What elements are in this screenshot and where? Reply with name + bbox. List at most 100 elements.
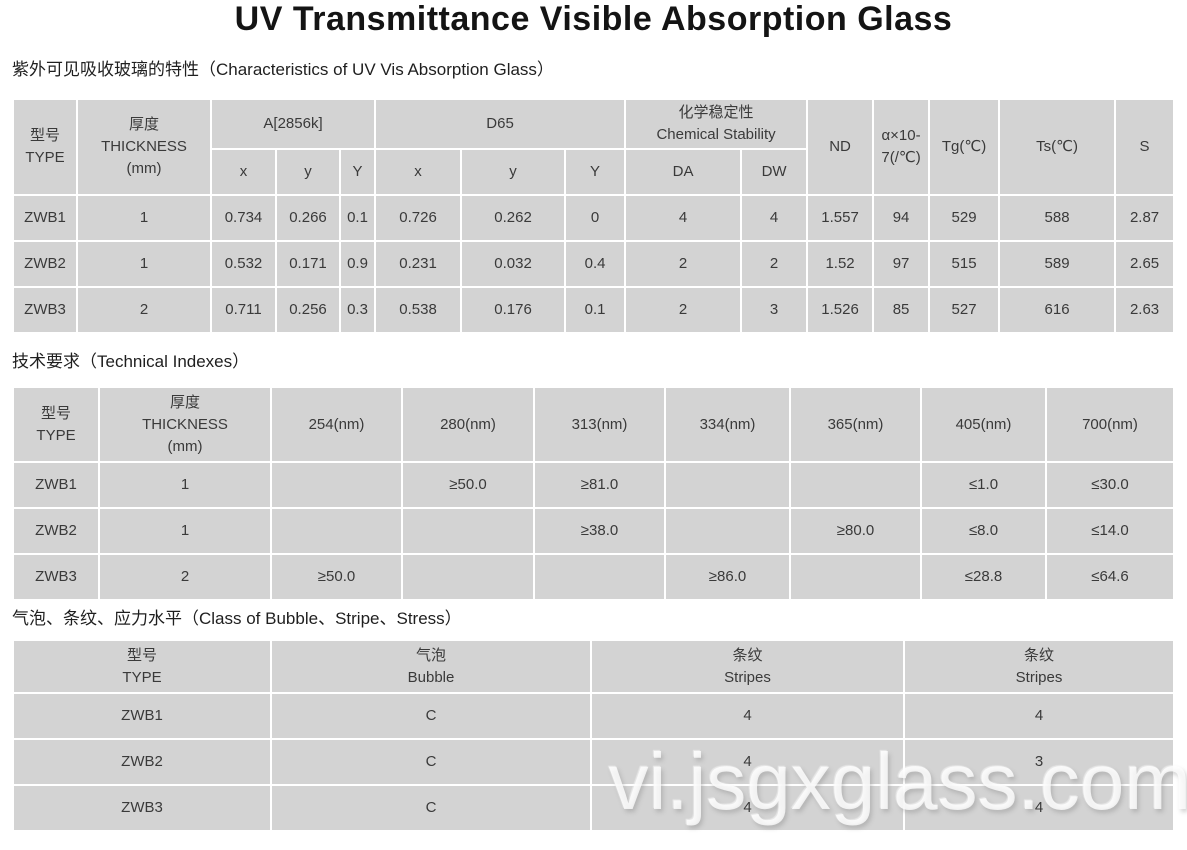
- table-row: ZWB3 C 4 4: [14, 786, 1173, 830]
- table-cell: ZWB2: [14, 740, 270, 784]
- characteristics-table: 型号 TYPE 厚度 THICKNESS (mm) A[2856k] D65 化…: [12, 98, 1176, 334]
- col-header-thickness: 厚度 THICKNESS (mm): [100, 388, 270, 461]
- table-cell: 0: [566, 196, 625, 240]
- table-row: ZWB3 2 0.711 0.256 0.3 0.538 0.176 0.1 2…: [14, 288, 1174, 332]
- page-title: UV Transmittance Visible Absorption Glas…: [234, 0, 953, 38]
- table-cell: 0.1: [341, 196, 375, 240]
- col-header-d65-x: x: [376, 150, 461, 194]
- table-cell: ≤64.6: [1047, 555, 1173, 599]
- col-header-a-y: y: [277, 150, 339, 194]
- col-header-chemical-stability: 化学稳定性 Chemical Stability: [626, 100, 807, 148]
- table-cell: 1: [100, 463, 270, 507]
- table-cell: 588: [1000, 196, 1115, 240]
- table-cell: ZWB2: [14, 509, 98, 553]
- table-cell: ZWB3: [14, 786, 270, 830]
- col-header-tg: Tg(℃): [930, 100, 999, 194]
- table-cell: ZWB1: [14, 463, 98, 507]
- table-cell: [403, 555, 533, 599]
- table-row: ZWB1 1 ≥50.0 ≥81.0 ≤1.0 ≤30.0: [14, 463, 1173, 507]
- table-cell: 1: [100, 509, 270, 553]
- col-header-bubble: 气泡 Bubble: [272, 641, 590, 692]
- table-cell: 0.032: [462, 242, 565, 286]
- col-header-stripes-1: 条纹 Stripes: [592, 641, 903, 692]
- table-header-row: 型号 TYPE 厚度 THICKNESS (mm) A[2856k] D65 化…: [14, 100, 1174, 194]
- table-subheader-row: x y Y x y Y DA DW: [14, 150, 1173, 194]
- table-cell: ≤1.0: [922, 463, 1045, 507]
- table-row: ZWB2 1 0.532 0.171 0.9 0.231 0.032 0.4 2…: [14, 242, 1174, 286]
- table-cell: [666, 509, 789, 553]
- table-row: ZWB1 C 4 4: [14, 694, 1173, 738]
- table-cell: ZWB1: [14, 694, 270, 738]
- table-cell: C: [272, 694, 590, 738]
- col-header-alpha: α×10- 7(/℃): [874, 100, 929, 194]
- table-cell: [272, 463, 401, 507]
- table-cell: ZWB3: [14, 288, 76, 332]
- table-cell: 2.87: [1116, 196, 1174, 240]
- table-cell: 3: [905, 740, 1173, 784]
- table-cell: ≤30.0: [1047, 463, 1173, 507]
- table-header-row: 型号 TYPE 气泡 Bubble 条纹 Stripes 条纹 Stripes: [14, 641, 1173, 692]
- table-cell: ≤14.0: [1047, 509, 1173, 553]
- col-header-365nm: 365(nm): [791, 388, 920, 461]
- col-header-s: S: [1116, 100, 1174, 194]
- table-cell: 0.266: [277, 196, 339, 240]
- col-header-700nm: 700(nm): [1047, 388, 1173, 461]
- table-cell: 0.1: [566, 288, 625, 332]
- table-cell: 3: [742, 288, 807, 332]
- col-header-thickness: 厚度 THICKNESS (mm): [78, 100, 210, 194]
- col-header-dw: DW: [742, 150, 807, 194]
- table-cell: 2: [626, 288, 741, 332]
- section2-heading: 技术要求（Technical Indexes）: [12, 352, 250, 371]
- table-cell: [666, 463, 789, 507]
- technical-indexes-table: 型号 TYPE 厚度 THICKNESS (mm) 254(nm) 280(nm…: [12, 386, 1175, 601]
- table-cell: 2: [626, 242, 741, 286]
- col-header-type: 型号 TYPE: [14, 100, 76, 194]
- table-cell: 1.557: [808, 196, 873, 240]
- table-cell: ≥50.0: [272, 555, 401, 599]
- col-header-d65-y: y: [462, 150, 565, 194]
- table-cell: 0.171: [277, 242, 339, 286]
- table-cell: 0.176: [462, 288, 565, 332]
- table-cell: 0.532: [212, 242, 275, 286]
- col-header-nd: ND: [808, 100, 873, 194]
- bubble-stripe-stress-table: 型号 TYPE 气泡 Bubble 条纹 Stripes 条纹 Stripes …: [12, 639, 1175, 832]
- table-cell: 616: [1000, 288, 1115, 332]
- section1-heading: 紫外可见吸收玻璃的特性（Characteristics of UV Vis Ab…: [12, 60, 554, 79]
- table-row: ZWB1 1 0.734 0.266 0.1 0.726 0.262 0 4 4…: [14, 196, 1174, 240]
- table-cell: ≥86.0: [666, 555, 789, 599]
- col-header-334nm: 334(nm): [666, 388, 789, 461]
- col-header-a-Y: Y: [341, 150, 375, 194]
- table-cell: 0.726: [376, 196, 461, 240]
- col-header-a2856k: A[2856k]: [212, 100, 375, 148]
- table-cell: 0.262: [462, 196, 565, 240]
- table-cell: ZWB2: [14, 242, 76, 286]
- table-cell: 529: [930, 196, 999, 240]
- table-cell: 1: [78, 242, 210, 286]
- table-cell: ZWB1: [14, 196, 76, 240]
- table-cell: 527: [930, 288, 999, 332]
- col-header-type: 型号 TYPE: [14, 388, 98, 461]
- table-cell: ≥38.0: [535, 509, 664, 553]
- col-header-type: 型号 TYPE: [14, 641, 270, 692]
- table-cell: ≥81.0: [535, 463, 664, 507]
- table-cell: 0.711: [212, 288, 275, 332]
- table-cell: [791, 555, 920, 599]
- table-cell: 1.526: [808, 288, 873, 332]
- table-cell: C: [272, 740, 590, 784]
- table-cell: ZWB3: [14, 555, 98, 599]
- table-cell: 2.65: [1116, 242, 1174, 286]
- table-cell: 85: [874, 288, 929, 332]
- table-cell: 0.9: [341, 242, 375, 286]
- table-cell: C: [272, 786, 590, 830]
- table-cell: 2: [78, 288, 210, 332]
- table-row: ZWB2 C 4 3: [14, 740, 1173, 784]
- col-header-d65-Y: Y: [566, 150, 625, 194]
- col-header-da: DA: [626, 150, 741, 194]
- table-cell: 0.231: [376, 242, 461, 286]
- table-row: ZWB3 2 ≥50.0 ≥86.0 ≤28.8 ≤64.6: [14, 555, 1173, 599]
- table-cell: 0.734: [212, 196, 275, 240]
- table-cell: ≥50.0: [403, 463, 533, 507]
- col-header-280nm: 280(nm): [403, 388, 533, 461]
- table-cell: 4: [905, 786, 1173, 830]
- col-header-a-x: x: [212, 150, 275, 194]
